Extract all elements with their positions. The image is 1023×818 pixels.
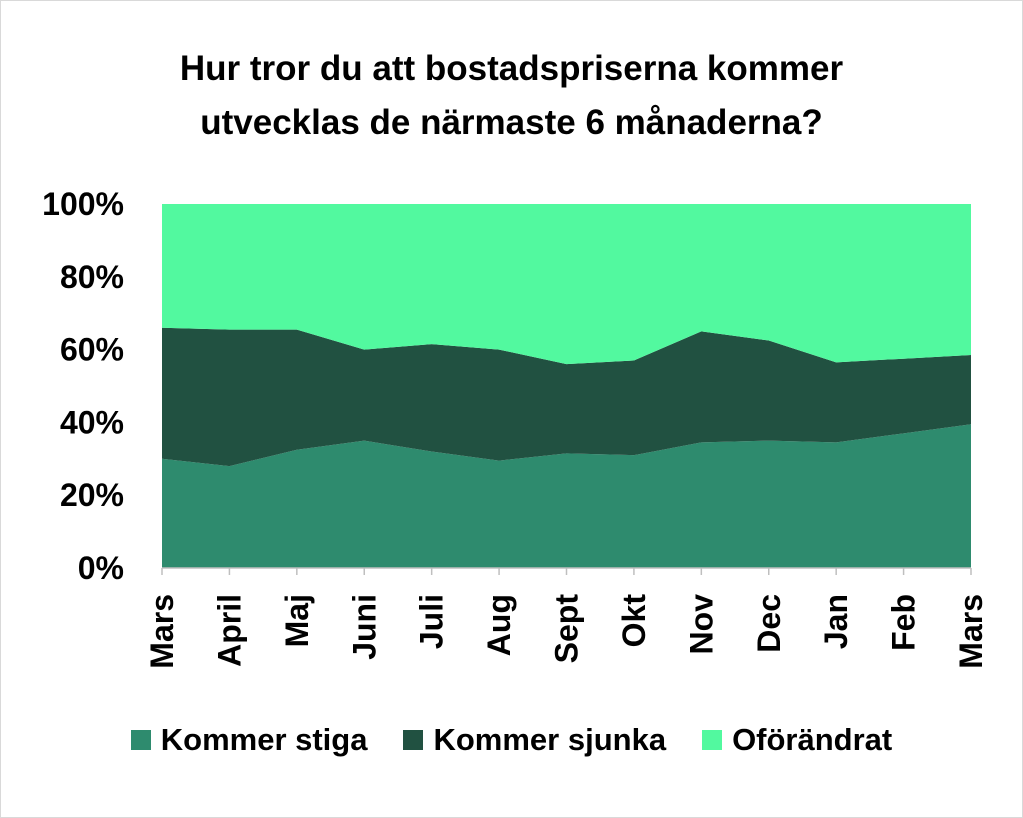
- x-tick-label-12: Mars: [953, 594, 989, 669]
- y-tick-label-1: 20%: [60, 477, 124, 513]
- y-tick-label-0: 0%: [78, 550, 124, 586]
- legend-label-oforandrat: Oförändrat: [732, 722, 893, 757]
- x-tick-label-6: Sept: [549, 594, 585, 664]
- legend-swatch-kommer-sjunka: [403, 730, 424, 750]
- x-tick-label-7: Okt: [616, 594, 652, 648]
- y-tick-label-2: 40%: [60, 404, 124, 440]
- area-series-kommer-stiga: [162, 424, 971, 568]
- chart-title-line-1: Hur tror du att bostadspriserna kommer: [179, 49, 844, 88]
- x-tick-label-1: April: [211, 594, 247, 667]
- x-tick-label-11: Feb: [886, 594, 922, 651]
- x-tick-label-3: Juni: [346, 594, 382, 660]
- chart-title-line-2: utvecklas de närmaste 6 månaderna?: [200, 103, 823, 142]
- legend-swatch-oforandrat: [702, 730, 723, 750]
- area-series-oforandrat: [162, 204, 971, 365]
- area-series-kommer-sjunka: [162, 327, 971, 467]
- legend-item-kommer-stiga: Kommer stiga: [130, 722, 368, 758]
- y-tick-label-5: 100%: [42, 186, 124, 222]
- legend-item-oforandrat: Oförändrat: [702, 722, 892, 758]
- x-tick-label-8: Nov: [683, 594, 719, 655]
- x-tick-label-0: Mars: [144, 594, 180, 669]
- x-tick-label-4: Juli: [414, 594, 450, 649]
- x-tick-label-9: Dec: [751, 594, 787, 653]
- legend-label-kommer-stiga: Kommer stiga: [160, 722, 368, 757]
- legend-item-kommer-sjunka: Kommer sjunka: [403, 722, 666, 758]
- y-tick-label-3: 60%: [60, 332, 124, 368]
- y-tick-label-4: 80%: [60, 259, 124, 295]
- x-tick-label-2: Maj: [279, 594, 315, 647]
- legend: Kommer stiga Kommer sjunka Oförändrat: [0, 722, 1023, 758]
- chart-title: Hur tror du att bostadspriserna kommer u…: [0, 42, 1023, 150]
- x-tick-label-5: Aug: [481, 594, 517, 656]
- legend-label-kommer-sjunka: Kommer sjunka: [433, 722, 667, 757]
- legend-swatch-kommer-stiga: [130, 730, 151, 750]
- x-tick-label-10: Jan: [818, 594, 854, 649]
